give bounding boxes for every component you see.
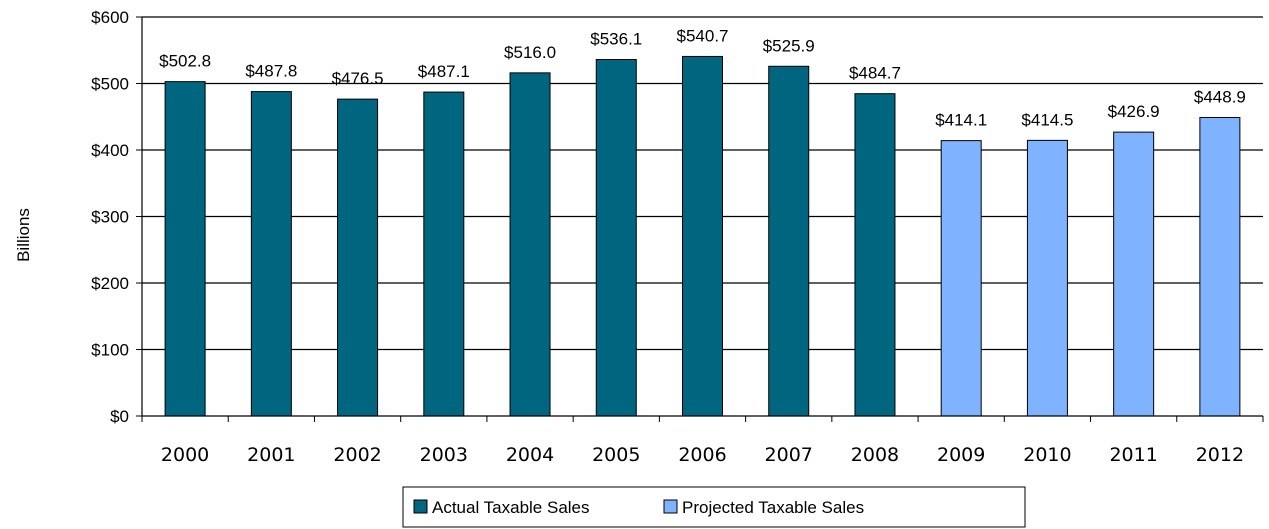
- x-tick-label-2010: 2010: [1023, 444, 1071, 466]
- data-label-2006: $540.7: [677, 26, 729, 45]
- legend-label-actual: Actual Taxable Sales: [432, 498, 590, 517]
- legend-swatch-projected: [663, 499, 678, 514]
- x-tick-label-2009: 2009: [937, 444, 985, 466]
- data-label-2000: $502.8: [159, 52, 211, 71]
- bar-2006: [682, 55, 723, 417]
- data-label-2003: $487.1: [418, 62, 470, 81]
- y-axis-label: Billions: [14, 208, 33, 262]
- data-label-2011: $426.9: [1108, 102, 1160, 121]
- data-label-2002: $476.5: [332, 69, 384, 88]
- x-tick-label-2001: 2001: [247, 444, 295, 466]
- data-label-2004: $516.0: [504, 43, 556, 62]
- x-tick-label-2007: 2007: [765, 444, 813, 466]
- x-tick-label-2011: 2011: [1109, 444, 1157, 466]
- data-label-2012: $448.9: [1194, 87, 1246, 106]
- y-tick-label: $500: [91, 75, 129, 94]
- legend: Actual Taxable Sales Projected Taxable S…: [402, 486, 1026, 528]
- x-axis-ticks: 2000 2001 2002 2003 2004 2005 2006 2007 2008 2009…: [141, 416, 1264, 466]
- bar-2000: [164, 81, 206, 417]
- bar-2009: [940, 140, 982, 417]
- data-label-2009: $414.1: [935, 111, 987, 130]
- legend-box: [402, 486, 1026, 528]
- bar-2007: [768, 65, 810, 417]
- bar-2003: [423, 91, 465, 417]
- y-axis-ticks: $0 $100 $200 $300 $400 $500 $600: [91, 8, 142, 426]
- bar-2010: [1026, 139, 1068, 417]
- y-tick-label: $100: [91, 341, 129, 360]
- x-tick-label-2012: 2012: [1196, 444, 1244, 466]
- y-tick-label: $200: [91, 274, 129, 293]
- y-tick-label: $0: [110, 407, 129, 426]
- x-tick-label-2003: 2003: [420, 444, 468, 466]
- bar-2004: [509, 72, 551, 417]
- x-tick-label-2005: 2005: [592, 444, 640, 466]
- bars: [164, 55, 1241, 417]
- data-label-2008: $484.7: [849, 64, 901, 83]
- x-tick-label-2008: 2008: [851, 444, 899, 466]
- bar-2012: [1199, 116, 1241, 417]
- legend-swatch-actual: [413, 499, 428, 514]
- x-tick-label-2000: 2000: [161, 444, 209, 466]
- bar-2011: [1113, 131, 1155, 417]
- y-tick-label: $300: [91, 208, 129, 227]
- data-label-2010: $414.5: [1021, 110, 1073, 129]
- y-tick-label: $600: [91, 8, 129, 27]
- data-label-2007: $525.9: [763, 36, 815, 55]
- data-label-2005: $536.1: [590, 29, 642, 48]
- bar-2005: [595, 58, 637, 417]
- bar-2002: [337, 98, 379, 417]
- bar-2001: [250, 91, 292, 417]
- x-tick-label-2002: 2002: [333, 444, 381, 466]
- axes: [141, 17, 1263, 417]
- y-tick-label: $400: [91, 141, 129, 160]
- x-tick-label-2004: 2004: [506, 444, 554, 466]
- data-labels: $502.8 $487.8 $476.5 $487.1 $516.0 $536.1 $540…: [159, 26, 1246, 129]
- data-label-2001: $487.8: [245, 62, 297, 81]
- legend-label-projected: Projected Taxable Sales: [682, 498, 864, 517]
- bar-2008: [854, 93, 896, 417]
- x-tick-label-2006: 2006: [678, 444, 726, 466]
